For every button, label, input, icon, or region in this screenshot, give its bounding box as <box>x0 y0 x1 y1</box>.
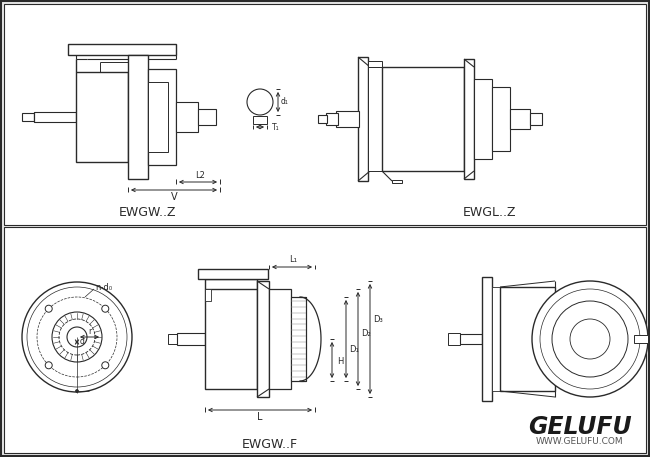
Bar <box>205 289 257 389</box>
Bar <box>448 333 460 345</box>
Circle shape <box>102 305 109 312</box>
Bar <box>382 67 464 171</box>
Bar <box>482 277 492 401</box>
Bar <box>168 334 177 344</box>
Circle shape <box>46 362 52 369</box>
Text: EWGW..F: EWGW..F <box>242 439 298 452</box>
Bar <box>205 289 211 301</box>
Text: L: L <box>257 412 263 422</box>
Bar <box>148 69 176 165</box>
Bar <box>492 287 500 391</box>
Circle shape <box>532 281 648 397</box>
Text: H: H <box>337 356 343 366</box>
Bar <box>336 111 359 127</box>
Text: WWW.GELUFU.COM: WWW.GELUFU.COM <box>536 437 624 446</box>
Bar <box>460 334 482 344</box>
Bar <box>318 115 327 123</box>
Circle shape <box>552 301 628 377</box>
Circle shape <box>570 319 610 359</box>
Bar <box>500 287 555 391</box>
Bar <box>269 289 291 389</box>
Bar <box>148 82 168 152</box>
Text: D₂: D₂ <box>361 329 371 339</box>
Circle shape <box>46 305 52 312</box>
Circle shape <box>102 362 109 369</box>
Text: EWGL..Z: EWGL..Z <box>463 207 517 219</box>
Bar <box>358 57 368 181</box>
Text: EWGW..Z: EWGW..Z <box>119 207 177 219</box>
Text: d: d <box>79 338 84 346</box>
Bar <box>474 79 492 159</box>
Bar <box>4 227 646 453</box>
Bar <box>530 113 542 125</box>
Circle shape <box>247 89 273 115</box>
Circle shape <box>37 297 117 377</box>
Bar <box>4 4 646 225</box>
Text: GELUFU: GELUFU <box>528 415 632 439</box>
Bar <box>76 72 128 162</box>
Text: D₁: D₁ <box>349 345 359 354</box>
Text: r: r <box>88 328 92 336</box>
Bar <box>326 113 338 125</box>
Circle shape <box>27 287 127 387</box>
Bar <box>634 335 648 343</box>
Text: d₁: d₁ <box>281 97 289 106</box>
Bar <box>68 44 176 55</box>
Bar <box>128 55 148 179</box>
Bar <box>176 102 198 132</box>
Bar <box>257 281 269 397</box>
Bar <box>368 67 382 171</box>
Bar <box>198 109 216 125</box>
Text: V: V <box>171 192 177 202</box>
Bar <box>253 116 267 124</box>
Text: n-d₀: n-d₀ <box>95 282 112 292</box>
Text: L2: L2 <box>195 170 205 180</box>
Bar <box>492 87 510 151</box>
Circle shape <box>540 289 640 389</box>
Bar <box>510 109 530 129</box>
Circle shape <box>59 319 95 355</box>
Bar <box>464 59 474 179</box>
Bar <box>177 333 205 345</box>
Text: L₁: L₁ <box>289 255 297 265</box>
Bar <box>368 61 382 67</box>
Bar <box>22 113 34 121</box>
Circle shape <box>75 389 79 393</box>
Bar <box>291 297 306 381</box>
Circle shape <box>22 282 132 392</box>
Bar <box>198 269 268 279</box>
Circle shape <box>52 312 102 362</box>
Text: T₁: T₁ <box>272 122 280 132</box>
Text: D₃: D₃ <box>373 314 383 324</box>
Circle shape <box>67 327 87 347</box>
Bar <box>392 180 402 183</box>
Bar <box>34 112 76 122</box>
